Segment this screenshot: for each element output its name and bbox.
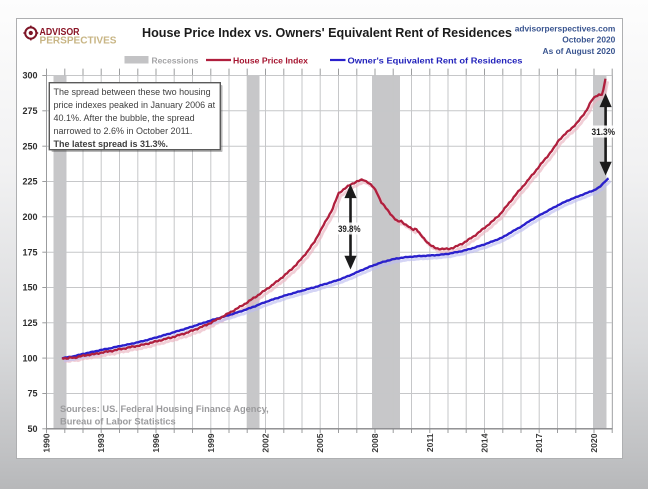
svg-text:2008: 2008: [370, 433, 380, 452]
svg-text:125: 125: [22, 318, 37, 328]
svg-text:PERSPECTIVES: PERSPECTIVES: [40, 35, 117, 46]
svg-text:1993: 1993: [96, 433, 106, 452]
svg-text:150: 150: [22, 283, 37, 293]
svg-text:As of August 2020: As of August 2020: [543, 46, 616, 56]
svg-text:2017: 2017: [534, 433, 544, 452]
svg-text:175: 175: [22, 247, 37, 257]
svg-text:75: 75: [27, 389, 37, 399]
svg-text:The spread between these two h: The spread between these two housing: [54, 87, 211, 97]
svg-text:Owner's Equivalent Rent of Res: Owner's Equivalent Rent of Residences: [348, 55, 523, 65]
svg-text:40.1%. After the bubble, the s: 40.1%. After the bubble, the spread: [54, 113, 195, 123]
svg-text:narrowed to 2.6% in October 20: narrowed to 2.6% in October 2011.: [54, 126, 193, 136]
svg-text:ADVISOR: ADVISOR: [40, 27, 80, 38]
svg-text:1996: 1996: [151, 433, 161, 452]
svg-text:39.8%: 39.8%: [338, 224, 361, 235]
svg-text:The latest spread is 31.3%.: The latest spread is 31.3%.: [54, 139, 169, 149]
svg-text:Sources: US. Federal Housing F: Sources: US. Federal Housing Finance Age…: [60, 404, 269, 414]
svg-text:300: 300: [22, 71, 37, 81]
svg-text:100: 100: [22, 353, 37, 363]
svg-text:200: 200: [22, 212, 37, 222]
svg-text:250: 250: [22, 141, 37, 151]
svg-text:2005: 2005: [315, 433, 325, 452]
svg-text:275: 275: [22, 106, 37, 116]
svg-text:2020: 2020: [589, 433, 599, 452]
svg-text:October 2020: October 2020: [562, 35, 615, 45]
svg-text:50: 50: [27, 424, 37, 434]
svg-text:1990: 1990: [42, 433, 52, 452]
svg-text:225: 225: [22, 177, 37, 187]
svg-text:2014: 2014: [480, 433, 490, 452]
svg-text:Bureau of Labor Statistics: Bureau of Labor Statistics: [60, 417, 176, 427]
svg-text:2002: 2002: [261, 433, 271, 452]
svg-text:31.3%: 31.3%: [592, 127, 616, 138]
svg-text:House Price Index: House Price Index: [233, 55, 308, 65]
svg-text:Recessions: Recessions: [152, 55, 199, 65]
svg-text:price indexes peaked in Januar: price indexes peaked in January 2006 at: [54, 100, 216, 110]
svg-text:2011: 2011: [425, 433, 435, 452]
svg-text:House Price Index vs. Owners': House Price Index vs. Owners' Equivalent…: [142, 25, 512, 40]
svg-text:advisorperspectives.com: advisorperspectives.com: [515, 23, 616, 33]
svg-text:1999: 1999: [206, 433, 216, 452]
